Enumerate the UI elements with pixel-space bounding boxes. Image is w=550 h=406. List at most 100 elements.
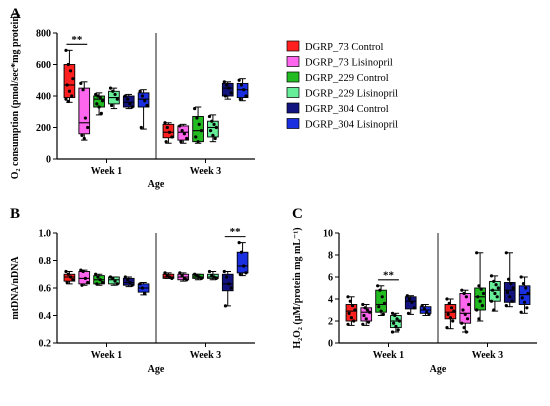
y-tick-label: 0.2 [39, 339, 52, 350]
legend-swatch [286, 40, 300, 52]
data-point [214, 276, 218, 280]
data-point [348, 299, 352, 303]
data-point [476, 295, 480, 299]
box-1-1 [177, 123, 190, 144]
data-point [67, 89, 72, 93]
legend-label: DGRP_304 Lisinopril [305, 120, 398, 131]
legend-item: DGRP_229 Lisinopril [286, 87, 398, 100]
box-1-5 [518, 275, 531, 314]
data-point [504, 304, 508, 308]
data-point [449, 306, 454, 310]
data-point [94, 272, 98, 276]
y-axis-label: mtDNA/nDNA [10, 256, 21, 320]
data-point [464, 295, 468, 299]
data-point [139, 125, 143, 130]
data-point [165, 125, 169, 130]
box-0-0 [63, 48, 76, 104]
data-point [98, 278, 102, 282]
box-1-4 [503, 251, 516, 308]
iqr-box [122, 95, 135, 108]
data-point [350, 304, 355, 308]
data-point [111, 89, 115, 93]
data-point [143, 99, 147, 103]
data-point [475, 251, 479, 255]
data-point [97, 105, 101, 109]
box-1-2 [192, 272, 204, 281]
data-point [376, 284, 380, 288]
data-point [390, 311, 395, 315]
data-point [222, 269, 226, 274]
legend-item: DGRP_73 Lisinopril [286, 56, 393, 69]
data-point [82, 136, 86, 141]
data-point [68, 69, 73, 73]
data-point [349, 316, 354, 320]
data-point [238, 97, 242, 101]
data-point [510, 299, 514, 303]
data-point [445, 297, 449, 301]
data-point [95, 282, 99, 286]
data-point [199, 129, 204, 133]
data-point [115, 97, 119, 101]
x-tick-label: Week 1 [373, 350, 404, 361]
box-1-3 [207, 269, 219, 281]
legend-swatch [286, 118, 300, 129]
data-point [213, 136, 217, 141]
data-point [446, 312, 450, 316]
data-point [130, 105, 134, 109]
data-point [128, 280, 132, 285]
data-point [65, 280, 69, 285]
data-point [229, 91, 233, 95]
data-point [80, 133, 84, 137]
data-point [225, 83, 229, 87]
data-point [353, 308, 357, 312]
data-point [244, 271, 248, 275]
data-point [111, 276, 115, 280]
data-point [180, 129, 184, 133]
data-point [79, 81, 83, 85]
data-point [138, 282, 142, 286]
significance-label: ** [383, 269, 395, 281]
data-point [94, 92, 98, 97]
data-point [180, 274, 184, 278]
box-1-0 [162, 271, 175, 280]
significance-label: ** [230, 226, 242, 238]
box-1-0 [162, 121, 175, 144]
data-point [460, 288, 464, 292]
iqr-box [221, 273, 234, 292]
data-point [477, 284, 481, 288]
y-tick-label: 0 [328, 339, 333, 350]
data-point [108, 86, 113, 90]
data-point [368, 310, 372, 314]
box-0-1 [360, 302, 373, 326]
legend-swatch [286, 71, 300, 83]
data-point [238, 272, 242, 276]
data-point [366, 320, 371, 324]
data-point [185, 278, 189, 282]
data-point [393, 313, 397, 318]
data-point [179, 140, 183, 144]
data-point [81, 269, 85, 274]
data-point [412, 306, 416, 310]
data-point [237, 241, 241, 245]
legend: DGRP_73 Control DGRP_73 Lisinopril DGRP_22… [286, 40, 398, 131]
box-1-4 [221, 80, 234, 100]
legend-label: DGRP_229 Control [305, 73, 389, 84]
data-point [194, 135, 198, 139]
iqr-box [162, 123, 175, 139]
data-point [462, 326, 466, 330]
data-point [123, 94, 127, 98]
data-point [178, 124, 182, 128]
data-point [408, 297, 412, 301]
data-point [395, 317, 399, 321]
significance-label: ** [71, 34, 83, 46]
legend-item: DGRP_73 Control [286, 40, 384, 53]
data-point [396, 328, 400, 332]
legend-item: DGRP_304 Control [286, 102, 389, 115]
iqr-box [375, 289, 387, 313]
data-point [394, 324, 398, 329]
box-0-3 [108, 86, 120, 110]
data-point [520, 296, 524, 300]
box-0-2 [93, 272, 105, 286]
data-point [451, 319, 455, 323]
